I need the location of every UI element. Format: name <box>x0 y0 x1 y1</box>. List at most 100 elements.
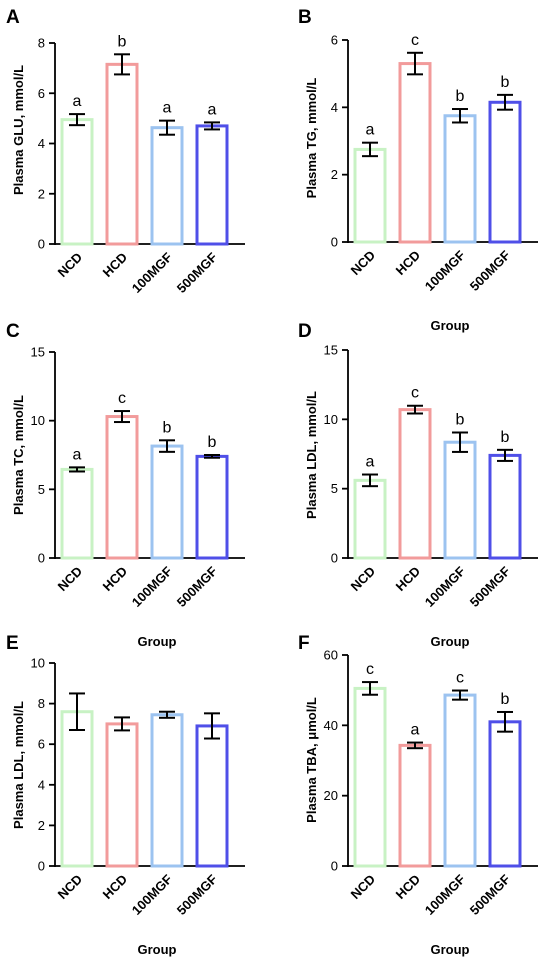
y-tick-label: 8 <box>38 36 45 51</box>
significance-label: b <box>456 88 465 105</box>
x-tick-label: HCD <box>393 248 424 279</box>
y-tick-label: 4 <box>38 777 45 792</box>
x-tick-label: 500MGF <box>174 563 220 609</box>
significance-label: b <box>118 33 127 50</box>
chart-panel-e: E 0 2 4 6 8 10 Plasma LDL, mmol/L NCD HCD100MGF50… <box>6 633 245 957</box>
bar-ncd <box>60 467 94 560</box>
panel-letter: E <box>6 633 19 654</box>
y-tick-label: 0 <box>38 237 45 252</box>
x-axis-title: Group <box>138 634 177 649</box>
significance-label: b <box>501 429 510 446</box>
x-tick-label: NCD <box>55 564 86 595</box>
x-tick-label: 500MGF <box>174 871 220 917</box>
x-tick-label: NCD <box>55 872 86 903</box>
bar-100mgf <box>443 440 477 560</box>
bar-100mgf <box>150 126 184 246</box>
chart-panel-c: C 0 5 10 15 Plasma TC, mmol/L a NCD c HCD b 100MGF b… <box>6 321 245 649</box>
bar-ncd <box>353 147 387 244</box>
panel-letter: D <box>298 321 312 342</box>
panel-letter: C <box>6 321 20 342</box>
x-tick-label: 500MGF <box>467 247 513 293</box>
significance-label: b <box>163 419 172 436</box>
significance-label: c <box>411 385 419 402</box>
bar-500mgf <box>195 454 229 560</box>
bar-500mgf <box>488 100 522 244</box>
y-tick-label: 0 <box>331 859 338 874</box>
significance-label: b <box>208 434 217 451</box>
y-tick-label: 20 <box>324 788 338 803</box>
y-tick-label: 6 <box>38 86 45 101</box>
significance-label: c <box>411 32 419 49</box>
y-tick-label: 8 <box>38 696 45 711</box>
bar-500mgf <box>195 724 229 868</box>
x-tick-label: 100MGF <box>422 247 468 293</box>
x-tick-label: 500MGF <box>174 249 220 295</box>
x-tick-label: 100MGF <box>422 563 468 609</box>
y-tick-label: 10 <box>31 656 45 671</box>
y-tick-label: 0 <box>331 235 338 250</box>
bar-hcd <box>105 722 139 868</box>
x-tick-label: HCD <box>100 872 131 903</box>
significance-label: a <box>163 100 172 117</box>
y-tick-label: 2 <box>331 167 338 182</box>
chart-panel-b: B 0 2 4 6 Plasma TG, mmol/L a NCD c HCD b 100MGF b 50… <box>298 7 538 333</box>
significance-label: a <box>366 454 375 471</box>
x-tick-label: HCD <box>393 564 424 595</box>
y-tick-label: 2 <box>38 818 45 833</box>
x-tick-label: NCD <box>55 250 86 281</box>
y-axis-title: Plasma LDL, mmol/L <box>304 391 319 519</box>
y-tick-label: 0 <box>38 859 45 874</box>
significance-label: c <box>118 390 126 407</box>
chart-panel-a: A 0 2 4 6 8 Plasma GLU, mmol/L a NCD b HCD a 100MGF a… <box>6 7 245 296</box>
bar-500mgf <box>488 453 522 560</box>
x-tick-label: 500MGF <box>467 563 513 609</box>
y-tick-label: 5 <box>331 481 338 496</box>
significance-label: c <box>366 661 374 678</box>
y-tick-label: 15 <box>324 343 338 358</box>
y-tick-label: 6 <box>38 737 45 752</box>
bar-100mgf <box>443 114 477 244</box>
x-tick-label: 500MGF <box>467 871 513 917</box>
bar-hcd <box>105 415 139 560</box>
y-tick-label: 60 <box>324 648 338 663</box>
x-axis-title: Group <box>431 318 470 333</box>
x-tick-label: HCD <box>393 872 424 903</box>
y-tick-label: 15 <box>31 345 45 360</box>
bar-hcd <box>398 743 432 868</box>
bar-ncd <box>353 686 387 868</box>
y-axis-title: Plasma TC, mmol/L <box>11 395 26 515</box>
bar-ncd <box>353 478 387 560</box>
significance-label: b <box>501 691 510 708</box>
y-tick-label: 6 <box>331 33 338 48</box>
significance-label: b <box>456 412 465 429</box>
panel-letter: A <box>6 7 20 28</box>
x-axis-title: Group <box>431 942 470 957</box>
y-axis-title: Plasma TG, mmol/L <box>304 78 319 199</box>
x-tick-label: 100MGF <box>422 871 468 917</box>
x-tick-label: NCD <box>348 564 379 595</box>
y-axis-title: Plasma TBA, μmol/L <box>304 697 319 823</box>
significance-label: a <box>366 122 375 139</box>
significance-label: a <box>73 93 82 110</box>
y-tick-label: 0 <box>331 551 338 566</box>
bar-500mgf <box>195 124 229 246</box>
y-axis-title: Plasma LDL, mmol/L <box>11 701 26 829</box>
x-tick-label: 100MGF <box>129 249 175 295</box>
bar-hcd <box>398 408 432 560</box>
y-tick-label: 0 <box>38 551 45 566</box>
bar-500mgf <box>488 720 522 868</box>
bar-100mgf <box>150 444 184 560</box>
x-axis-title: Group <box>138 942 177 957</box>
x-tick-label: HCD <box>100 564 131 595</box>
bar-hcd <box>398 62 432 244</box>
bar-ncd <box>60 710 94 868</box>
y-axis-title: Plasma GLU, mmol/L <box>11 65 26 195</box>
y-tick-label: 10 <box>31 413 45 428</box>
y-tick-label: 2 <box>38 186 45 201</box>
bar-100mgf <box>443 693 477 868</box>
x-axis-title: Group <box>431 634 470 649</box>
significance-label: c <box>456 670 464 687</box>
chart-panel-d: D 0 5 10 15 Plasma LDL, mmol/L a NCD c HCD b 100MGF… <box>298 321 538 649</box>
panel-letter: F <box>298 633 310 654</box>
